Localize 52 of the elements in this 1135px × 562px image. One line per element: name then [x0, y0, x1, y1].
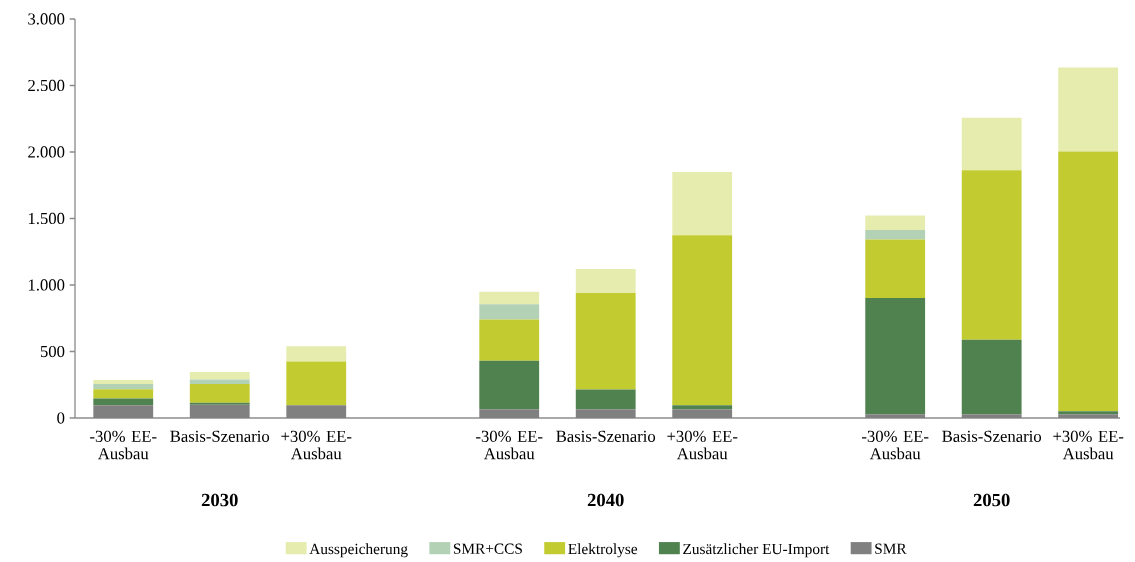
bar [865, 297, 926, 415]
x-tick-label: Basis-Szenario [942, 430, 1042, 442]
bar [575, 269, 636, 293]
x-tick-label: Basis-Szenario [556, 430, 656, 442]
bar [961, 170, 1022, 340]
bar [865, 239, 926, 298]
bar [672, 235, 733, 406]
y-tick-label: 1.500 [28, 212, 65, 225]
bar [93, 398, 154, 406]
bar [286, 361, 347, 406]
bar [286, 346, 347, 362]
x-tick-label: +30% EE-Ausbau [667, 430, 738, 460]
bar [479, 304, 540, 320]
y-tick-label: 500 [40, 345, 65, 358]
text: 2050 [973, 493, 1010, 507]
bar [865, 230, 926, 240]
bar [865, 215, 926, 231]
bar [1058, 151, 1119, 412]
bar [961, 117, 1022, 171]
legend-label: Ausspeicherung [309, 543, 408, 558]
y-tick-label: 0 [57, 412, 65, 424]
y-tick-label: 2.000 [28, 146, 65, 158]
x-tick-label: +30% EE-Ausbau [1053, 430, 1124, 460]
x-tick-label: Basis-Szenario [170, 430, 270, 442]
bar [93, 389, 154, 399]
y-tick-label: 1.000 [28, 279, 65, 291]
bar [672, 171, 733, 236]
x-tick-label: -30% EE-Ausbau [476, 430, 543, 460]
legend-label: SMR+CCS [453, 543, 522, 554]
text: 2040 [587, 493, 624, 507]
bar [479, 291, 540, 305]
legend-label: Zusätzlicher EU-Import [683, 543, 830, 558]
bar [575, 389, 636, 410]
legend-label: SMR [875, 543, 907, 554]
x-tick-label: -30% EE-Ausbau [90, 430, 157, 460]
x-tick-label: +30% EE-Ausbau [281, 430, 352, 460]
bar [479, 319, 540, 361]
text: 2030 [201, 493, 238, 507]
bar [93, 379, 154, 384]
bar [1058, 67, 1119, 152]
bar [189, 384, 250, 403]
y-tick-label: 2.500 [28, 79, 65, 92]
legend-label: Elektrolyse [568, 543, 638, 558]
bar [93, 383, 154, 390]
x-tick-label: -30% EE-Ausbau [862, 430, 929, 460]
y-tick-label: 3.000 [28, 13, 65, 25]
bar [961, 339, 1022, 415]
bar [672, 405, 733, 410]
bar [575, 292, 636, 390]
bar [189, 379, 250, 385]
bar [189, 372, 250, 380]
bar [479, 360, 540, 410]
